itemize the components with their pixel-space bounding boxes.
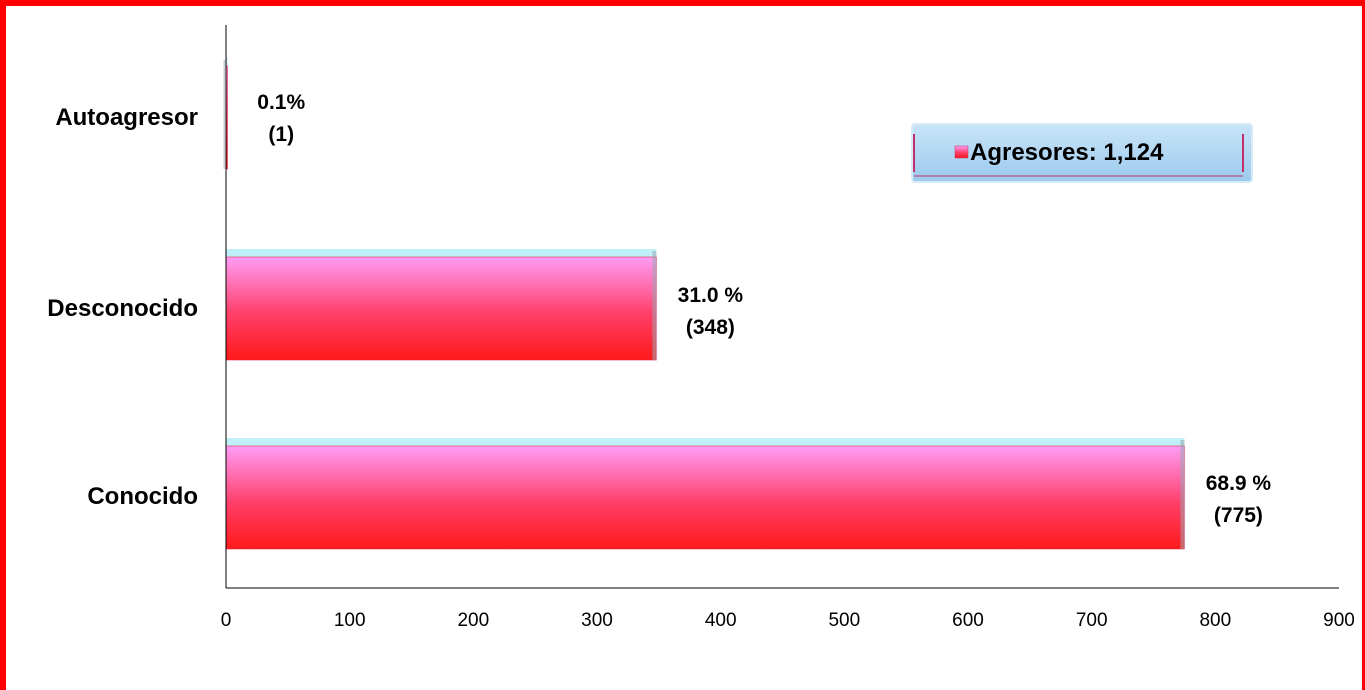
bar-edge-conocido [1180,440,1185,549]
x-tick-label: 400 [705,610,737,631]
x-tick-label: 200 [457,610,489,631]
legend-swatch-icon [954,145,969,159]
x-tick-label: 900 [1323,610,1355,631]
bar-edge-desconocido [652,251,657,360]
bar-desconocido [225,249,657,361]
x-tick-label: 300 [581,610,613,631]
data-label-count-conocido: (775) [1214,504,1263,527]
category-label-desconocido: Desconocido [47,295,198,322]
legend-box [911,123,1253,183]
x-tick-label: 0 [221,610,232,631]
bar-rim-desconocido [226,249,657,259]
x-tick-label: 600 [952,610,984,631]
data-label-count-autoagresor: (1) [268,123,294,146]
x-tick-label: 500 [828,610,860,631]
bar-conocido [225,438,1185,550]
bar-rim-conocido [226,438,1185,448]
data-label-percent-conocido: 68.9 % [1206,472,1272,495]
x-tick-label: 700 [1076,610,1108,631]
data-label-percent-desconocido: 31.0 % [678,284,744,307]
x-tick-label: 800 [1199,610,1231,631]
legend-label: Agresores: 1,124 [970,139,1164,166]
legend: Agresores: 1,124 [911,123,1253,183]
bar-edge-autoagresor [223,60,225,169]
bar-rim-autoagresor [226,58,228,68]
data-label-count-desconocido: (348) [686,316,735,339]
bar-body-conocido [225,445,1185,550]
bar-body-desconocido [225,256,657,361]
data-label-percent-autoagresor: 0.1% [257,91,305,114]
category-label-conocido: Conocido [87,483,198,510]
x-tick-label: 100 [334,610,366,631]
category-label-autoagresor: Autoagresor [55,104,198,131]
